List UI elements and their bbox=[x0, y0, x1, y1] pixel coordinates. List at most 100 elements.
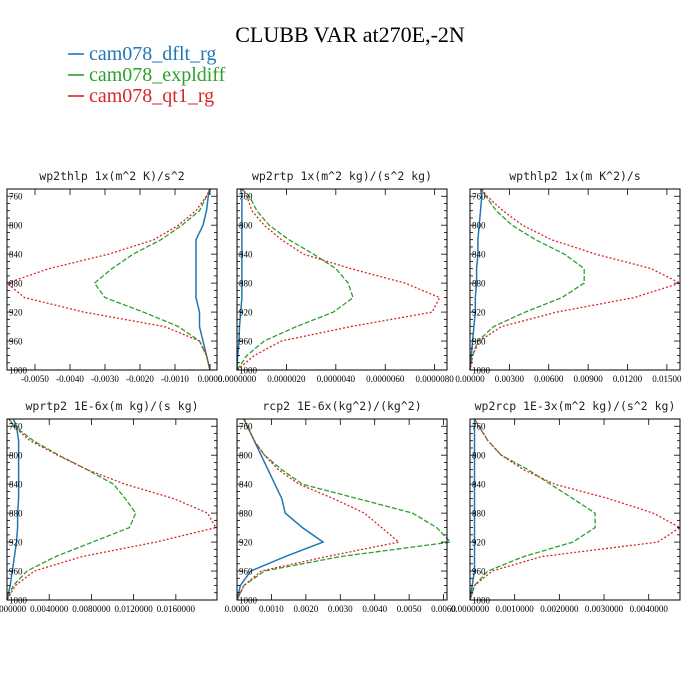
panel-title: rcp2 1E-6x(kg^2)/(kg^2) bbox=[262, 399, 421, 413]
figure-title: CLUBB VAR at270E,-2N bbox=[235, 22, 465, 47]
y-tick-label: 800 bbox=[239, 451, 253, 461]
y-tick-label: 960 bbox=[472, 337, 486, 347]
y-tick-label: 840 bbox=[9, 250, 23, 260]
x-tick-label: -0.0010 bbox=[161, 374, 189, 384]
x-tick-label: 0.0160000 bbox=[157, 604, 196, 614]
y-tick-label: 880 bbox=[9, 279, 23, 289]
panel-3: wpthlp2 1x(m K^2)/s 760 800 840 880 920 960 100… bbox=[455, 169, 682, 384]
y-tick-label: 1000 bbox=[472, 366, 491, 376]
x-tick-label: 0.01500 bbox=[652, 374, 682, 384]
x-tick-label: 0.0010000 bbox=[496, 604, 535, 614]
y-tick-label: 800 bbox=[9, 451, 23, 461]
y-tick-label: 1000 bbox=[239, 596, 258, 606]
plot-frame bbox=[6, 188, 218, 371]
y-tick-label: 840 bbox=[9, 480, 23, 490]
panel-1: wp2thlp 1x(m^2 K)/s^2 760 800 840 880 920 960 1… bbox=[5, 169, 223, 384]
y-tick-label: 840 bbox=[239, 250, 253, 260]
legend-label-dflt: cam078_dflt_rg bbox=[89, 43, 216, 65]
series-line-cam078_dflt_rg bbox=[469, 419, 476, 601]
series-line-cam078_expldiff bbox=[236, 188, 354, 371]
x-tick-label: 0.01200 bbox=[613, 374, 643, 384]
series-line-cam078_dflt_rg bbox=[236, 188, 243, 371]
plot-frame bbox=[469, 188, 681, 371]
x-tick-label: 0.0030 bbox=[328, 604, 353, 614]
y-tick-label: 880 bbox=[472, 279, 486, 289]
x-tick-label: 0.0000 bbox=[225, 604, 250, 614]
series-line-cam078_qt1_rg bbox=[5, 188, 211, 371]
y-tick-label: 880 bbox=[472, 509, 486, 519]
y-tick-label: 880 bbox=[239, 279, 253, 289]
y-tick-label: 880 bbox=[239, 509, 253, 519]
series-line-cam078_expldiff bbox=[469, 188, 585, 371]
legend-label-qt1: cam078_qt1_rg bbox=[89, 85, 214, 107]
x-tick-label: 0.0000020 bbox=[267, 374, 306, 384]
y-tick-label: 880 bbox=[9, 509, 23, 519]
y-tick-label: 800 bbox=[472, 451, 486, 461]
y-tick-label: 800 bbox=[239, 221, 253, 231]
plot-frame bbox=[6, 418, 218, 601]
y-tick-label: 960 bbox=[472, 567, 486, 577]
x-tick-label: -0.0020 bbox=[126, 374, 154, 384]
x-tick-label: 0.0000000 bbox=[0, 604, 27, 614]
series-line-cam078_expldiff bbox=[93, 188, 211, 371]
y-tick-label: 760 bbox=[239, 422, 253, 432]
panel-title: wprtp2 1E-6x(m kg)/(s kg) bbox=[25, 399, 198, 413]
x-tick-label: 0.0000 bbox=[198, 374, 223, 384]
x-tick-label: 0.0010 bbox=[259, 604, 284, 614]
series-line-cam078_qt1_rg bbox=[236, 418, 401, 601]
series-line-cam078_dflt_rg bbox=[195, 188, 211, 371]
y-tick-label: 920 bbox=[472, 308, 486, 318]
y-tick-label: 920 bbox=[239, 308, 253, 318]
plot-frame bbox=[236, 418, 448, 601]
series-line-cam078_qt1_rg bbox=[469, 188, 682, 371]
series-line-cam078_qt1_rg bbox=[6, 418, 217, 601]
y-tick-label: 1000 bbox=[9, 596, 28, 606]
y-tick-label: 840 bbox=[472, 250, 486, 260]
series-line-cam078_expldiff bbox=[469, 418, 596, 601]
x-tick-label: 0.0020000 bbox=[540, 604, 579, 614]
x-tick-label: 0.0020 bbox=[293, 604, 318, 614]
y-tick-label: 760 bbox=[239, 192, 253, 202]
y-tick-label: 960 bbox=[239, 337, 253, 347]
panel-grid: wp2thlp 1x(m^2 K)/s^2 760 800 840 880 920 960 1… bbox=[0, 169, 682, 614]
y-tick-label: 840 bbox=[239, 480, 253, 490]
x-tick-label: 0.0120000 bbox=[115, 604, 154, 614]
panel-2: wp2rtp 1x(m^2 kg)/(s^2 kg) 760 800 840 880 92… bbox=[218, 169, 454, 384]
series-line-cam078_dflt_rg bbox=[236, 418, 325, 601]
y-tick-label: 1000 bbox=[239, 366, 258, 376]
y-tick-label: 760 bbox=[472, 422, 486, 432]
series-line-cam078_dflt_rg bbox=[469, 188, 483, 371]
y-tick-label: 920 bbox=[472, 538, 486, 548]
panel-6: wp2rcp 1E-3x(m^2 kg)/(s^2 kg) 760 800 840 88… bbox=[451, 399, 682, 614]
y-tick-label: 920 bbox=[9, 308, 23, 318]
series-line-cam078_expldiff bbox=[236, 418, 452, 601]
y-tick-label: 1000 bbox=[472, 596, 491, 606]
y-tick-label: 960 bbox=[9, 567, 23, 577]
y-tick-label: 960 bbox=[9, 337, 23, 347]
panel-title: wp2rtp 1x(m^2 kg)/(s^2 kg) bbox=[252, 169, 432, 183]
panel-title: wpthlp2 1x(m K^2)/s bbox=[509, 169, 641, 183]
x-tick-label: 0.0000000 bbox=[218, 374, 257, 384]
y-tick-label: 960 bbox=[239, 567, 253, 577]
legend: cam078_dflt_rg cam078_expldiff cam078_qt… bbox=[68, 43, 226, 107]
x-tick-label: 0.0080000 bbox=[72, 604, 111, 614]
x-tick-label: 0.00900 bbox=[574, 374, 604, 384]
series-line-cam078_expldiff bbox=[6, 418, 137, 601]
legend-label-expldiff: cam078_expldiff bbox=[89, 64, 226, 86]
series-line-cam078_qt1_rg bbox=[236, 188, 441, 371]
x-tick-label: 0.00600 bbox=[534, 374, 564, 384]
y-tick-label: 800 bbox=[9, 221, 23, 231]
plot-frame bbox=[469, 418, 681, 601]
panel-title: wp2thlp 1x(m^2 K)/s^2 bbox=[39, 169, 184, 183]
x-tick-label: 0.0000000 bbox=[451, 604, 490, 614]
y-tick-label: 920 bbox=[239, 538, 253, 548]
x-tick-label: 0.0030000 bbox=[585, 604, 624, 614]
y-tick-label: 760 bbox=[9, 192, 23, 202]
y-tick-label: 800 bbox=[472, 221, 486, 231]
x-tick-label: 0.0000060 bbox=[366, 374, 405, 384]
y-tick-label: 760 bbox=[472, 192, 486, 202]
x-tick-label: -0.0050 bbox=[21, 374, 49, 384]
x-tick-label: 0.0060 bbox=[431, 604, 456, 614]
panel-5: rcp2 1E-6x(kg^2)/(kg^2) 760 800 840 880 920 96… bbox=[225, 399, 457, 614]
